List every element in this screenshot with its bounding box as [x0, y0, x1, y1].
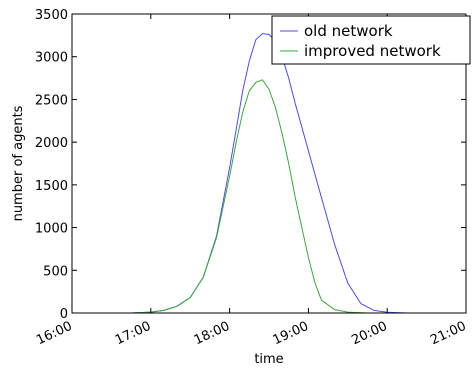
x-tick-label: 19:00: [271, 319, 311, 348]
y-tick-label: 3500: [35, 8, 68, 23]
y-tick-label: 3000: [35, 51, 68, 66]
y-tick-label: 1500: [35, 179, 68, 194]
axes-frame: [71, 13, 467, 314]
legend-label-1: improved network: [304, 42, 441, 60]
ticks-layer: 0 500 1000 1500 2000 2500 3000 3500 16:00 17:00 18…: [34, 8, 468, 348]
y-tick-label: 1000: [35, 222, 68, 237]
x-tick-label: 18:00: [192, 319, 232, 348]
series-layer: [72, 33, 466, 314]
x-axis-label: time: [254, 352, 283, 367]
x-tick-label: 20:00: [349, 319, 389, 348]
y-axis-label: number of agents: [11, 105, 26, 221]
y-tick-label: 2000: [35, 136, 68, 151]
y-tick-label: 2500: [35, 93, 68, 108]
legend-box: [271, 15, 471, 65]
y-tick-label: 0: [60, 307, 68, 322]
x-tick-label: 21:00: [428, 319, 468, 348]
legend: old network improved network: [271, 15, 471, 65]
series-line-1: [72, 79, 466, 314]
x-tick-label: 16:00: [34, 319, 74, 348]
y-tick-label: 500: [43, 264, 68, 279]
axes-layer: [71, 13, 467, 314]
legend-label-0: old network: [304, 22, 393, 40]
x-tick-label: 17:00: [113, 319, 153, 348]
